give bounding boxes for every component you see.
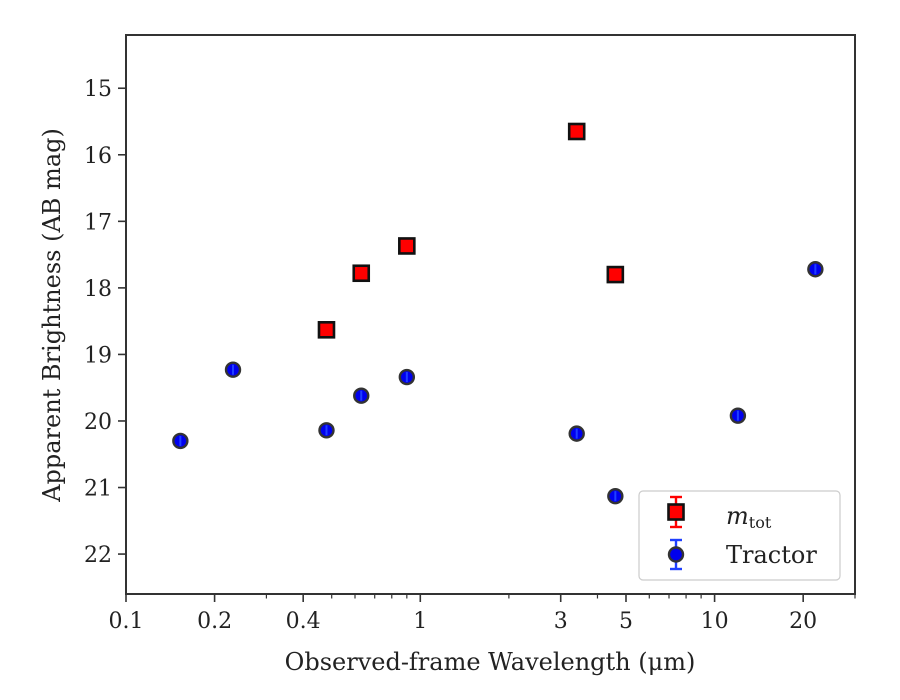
y-tick-label-6: 21	[84, 477, 112, 502]
legend-label-mtot-main: m	[726, 502, 749, 530]
x-axis: 0.1 0.2 0.4 1 3 5 10 20	[109, 594, 856, 634]
mtot-point-2	[398, 237, 416, 255]
legend-label-mtot-sub: tot	[749, 513, 772, 532]
y-tick-label-0: 15	[84, 77, 112, 102]
legend-label-tractor: Tractor	[726, 541, 817, 569]
x-tick-label-7: 20	[789, 609, 817, 634]
x-axis-label: Observed-frame Wavelength (μm)	[285, 648, 696, 676]
legend-mtot-square	[667, 503, 685, 521]
legend-marker-mtot	[667, 495, 685, 529]
chart-marks	[172, 122, 824, 505]
x-tick-label-4: 3	[554, 609, 568, 634]
y-axis: 15 16 17 18 19 20 21 22	[84, 77, 126, 568]
y-tick-label-4: 19	[84, 343, 112, 368]
x-tick-label-1: 0.2	[197, 609, 232, 634]
y-axis-label: Apparent Brightness (AB mag)	[38, 128, 66, 503]
y-tick-label-7: 22	[84, 543, 112, 568]
x-tick-label-2: 0.4	[286, 609, 321, 634]
x-tick-label-5: 5	[619, 609, 633, 634]
legend-label-mtot: mtot	[726, 502, 772, 532]
plot-frame	[125, 34, 856, 595]
x-tick-label-6: 10	[701, 609, 729, 634]
y-tick-label-5: 20	[84, 410, 112, 435]
legend-marker-tractor	[667, 538, 685, 571]
mtot-point-4	[606, 265, 625, 284]
y-tick-label-1: 16	[84, 144, 112, 169]
legend-box	[638, 490, 841, 581]
y-tick-label-2: 17	[84, 210, 112, 235]
mtot-point-0	[317, 321, 336, 339]
x-tick-label-0: 0.1	[109, 609, 144, 634]
mtot-point-1	[352, 264, 371, 283]
legend: mtot Tractor	[638, 490, 841, 581]
mtot-point-3	[567, 122, 586, 141]
x-tick-label-3: 1	[413, 609, 427, 634]
y-tick-label-3: 18	[84, 277, 112, 302]
legend-tractor-circle	[667, 546, 685, 563]
